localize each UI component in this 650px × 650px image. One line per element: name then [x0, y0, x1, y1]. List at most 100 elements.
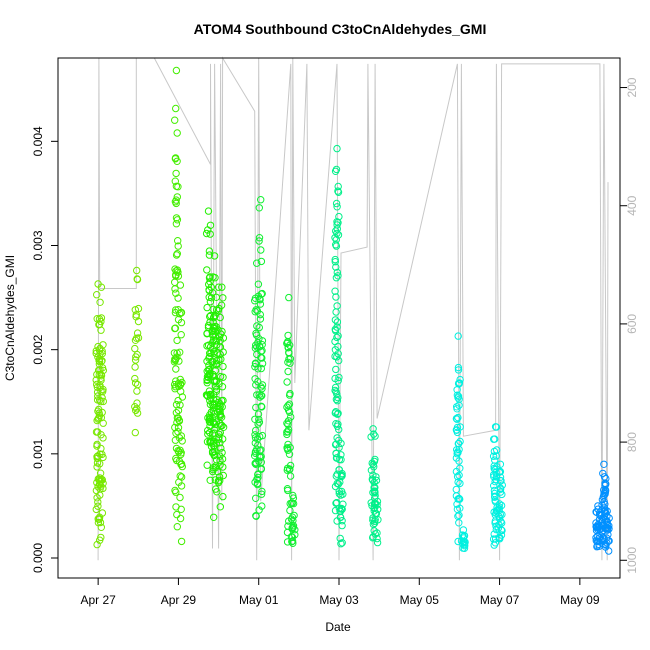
y2-tick-label: 600: [625, 314, 639, 334]
data-point: [335, 425, 343, 434]
data-point: [371, 530, 379, 538]
data-point: [131, 374, 139, 383]
data-point: [453, 500, 461, 508]
data-point: [258, 289, 266, 298]
data-point: [99, 419, 107, 427]
data-point: [257, 246, 265, 254]
data-point: [335, 490, 343, 498]
data-point: [97, 533, 105, 542]
data-point: [490, 447, 499, 456]
data-point: [455, 395, 463, 403]
data-point: [216, 313, 224, 322]
data-point: [338, 521, 346, 530]
data-point: [173, 523, 182, 531]
data-point: [252, 512, 260, 520]
data-point: [251, 434, 260, 442]
data-point: [177, 318, 186, 327]
data-point: [217, 444, 225, 452]
data-point: [336, 534, 344, 543]
data-point: [217, 355, 225, 363]
data-point: [605, 522, 613, 530]
data-point: [210, 252, 219, 260]
data-point: [172, 196, 180, 204]
data-point: [257, 257, 266, 266]
data-point: [602, 534, 611, 542]
data-point: [212, 439, 221, 447]
data-point: [331, 316, 340, 324]
data-point: [251, 375, 259, 383]
y2-tick-label: 800: [625, 432, 639, 452]
data-point: [337, 491, 345, 499]
data-point: [176, 375, 185, 384]
data-point: [285, 450, 294, 458]
data-point: [337, 472, 346, 481]
data-point: [284, 446, 292, 454]
data-point: [133, 409, 142, 417]
data-point: [333, 218, 341, 226]
data-point: [209, 395, 218, 403]
data-point: [456, 375, 464, 384]
data-point: [491, 435, 499, 443]
data-point: [255, 204, 263, 212]
data-point: [373, 501, 381, 509]
data-point: [171, 177, 180, 185]
data-point: [603, 517, 611, 526]
data-point: [177, 308, 186, 317]
data-point: [332, 308, 340, 316]
data-point: [490, 530, 498, 538]
data-point: [254, 280, 263, 288]
data-point: [286, 341, 294, 349]
data-point: [456, 437, 464, 446]
data-point: [454, 363, 463, 372]
data-point: [172, 66, 181, 75]
data-point: [337, 505, 345, 513]
data-point: [98, 349, 107, 358]
data-point: [331, 258, 339, 266]
data-point: [338, 487, 346, 496]
data-point: [283, 403, 291, 411]
data-point: [331, 325, 339, 334]
data-point: [174, 242, 182, 250]
data-point: [331, 255, 339, 264]
data-point: [92, 376, 100, 384]
data-point: [336, 478, 344, 486]
data-point: [252, 494, 260, 502]
data-point: [496, 477, 505, 485]
data-point: [369, 460, 377, 469]
data-point: [219, 294, 227, 302]
data-point: [214, 435, 223, 443]
data-point: [208, 289, 217, 297]
data-point: [602, 480, 610, 488]
data-point: [332, 263, 340, 271]
data-point: [97, 523, 106, 531]
data-point: [283, 419, 291, 427]
y2-tick-label: 200: [625, 77, 639, 97]
x-axis-label: Date: [325, 620, 351, 634]
data-point: [287, 413, 295, 421]
data-point: [93, 440, 101, 449]
data-point: [496, 484, 505, 492]
data-point: [460, 531, 469, 540]
data-point: [497, 531, 506, 539]
data-point: [206, 312, 214, 321]
data-point: [331, 383, 340, 392]
data-point: [258, 431, 267, 440]
data-point: [94, 452, 102, 460]
data-point: [333, 144, 341, 153]
data-point: [255, 335, 263, 343]
data-point: [176, 401, 184, 409]
data-point: [176, 493, 184, 502]
data-point: [94, 498, 102, 506]
data-point: [454, 379, 463, 388]
data-point: [97, 376, 105, 384]
data-point: [490, 541, 498, 549]
y-tick-label: 0.004: [31, 126, 45, 156]
data-point: [255, 415, 263, 424]
data-point: [205, 387, 214, 395]
data-point: [174, 424, 183, 432]
data-point: [285, 293, 293, 302]
data-point: [371, 492, 379, 500]
data-point: [284, 440, 292, 449]
data-point: [202, 229, 211, 238]
data-point: [171, 423, 179, 432]
